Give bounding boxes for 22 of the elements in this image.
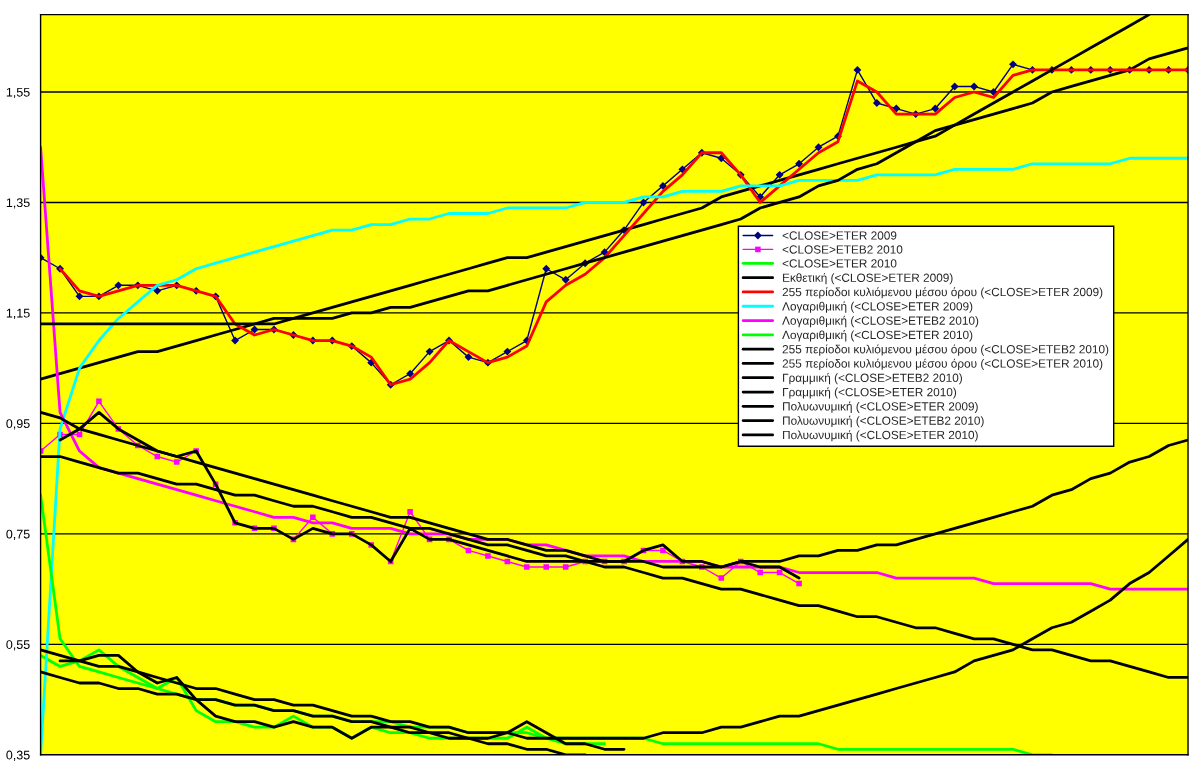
y-tick-label: 0,95 [6,419,30,430]
legend-label: Λογαριθμική (<CLOSE>ETEB2 2010) [782,315,979,328]
legend-label: Εκθετική (<CLOSE>ETER 2009) [783,272,953,285]
legend-label: <CLOSE>ETER 2010 [782,259,897,268]
y-tick-label: 0,55 [6,640,30,651]
legend-label: Γραμμική (<CLOSE>ETER 2010) [783,387,957,399]
legend-label: Πολυωνυμική (<CLOSE>ETER 2010) [783,430,978,442]
legend-label: <CLOSE>ETEB2 2010 [782,245,903,254]
legend-label: Πολυωνυμική (<CLOSE>ETER 2009) [783,401,978,413]
legend-label: Λογαριθμική (<CLOSE>ETER 2010) [782,330,973,342]
legend-label: <CLOSE>ETER 2009 [782,231,897,240]
y-tick-label: 0,75 [6,529,30,540]
legend-label: 255 περίοδοι κυλιόμενου μέσου όρου (<CLOSE>ETER 2009) [782,287,1103,299]
y-tick-label: 1,15 [6,308,30,320]
legend-label: Πολυωνυμική (<CLOSE>ETEB2 2010) [783,415,984,428]
y-tick-label: 1,55 [6,87,30,99]
legend-label: 255 περίοδοι κυλιόμενου μέσου όρου (<CLOSE>ETEB2 2010) [782,344,1109,356]
y-tick-label: 0,35 [6,750,30,761]
legend-label: Λογαριθμική (<CLOSE>ETER 2009) [782,301,973,313]
legend-label: 255 περίοδοι κυλιόμενου μέσου όρου (<CLOSE>ETER 2010) [782,358,1103,371]
legend-label: Γραμμική (<CLOSE>ETEB2 2010) [783,372,962,385]
y-tick-label: 1,35 [6,198,30,209]
